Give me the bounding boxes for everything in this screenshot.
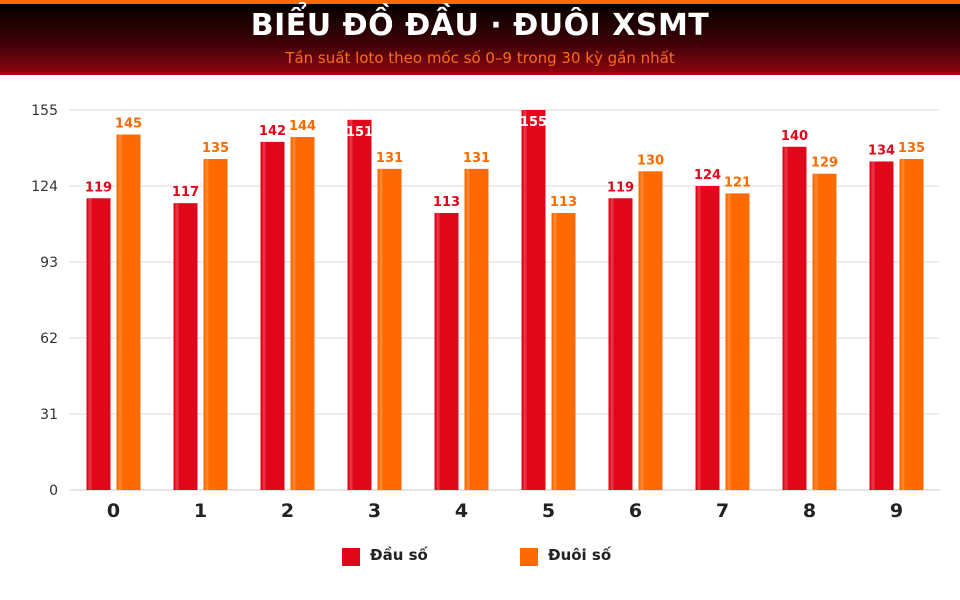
x-tick-label: 6 — [629, 500, 642, 522]
bar-duoi-3 — [377, 168, 402, 490]
bar-highlight — [118, 134, 122, 491]
chart-subtitle: Tần suất loto theo mốc số 0–9 trong 30 k… — [285, 49, 675, 67]
data-label-duoi: 113 — [550, 195, 577, 210]
data-label-dau: 113 — [433, 195, 460, 210]
data-label-duoi: 145 — [115, 117, 142, 132]
bar-dau-8 — [782, 146, 807, 490]
data-label-dau: 140 — [781, 129, 808, 144]
bar-highlight — [871, 161, 875, 490]
legend-label-dau: Đầu số — [370, 546, 428, 564]
bar-dau-9 — [869, 161, 894, 490]
chart-title: BIỂU ĐỒ ĐẦU · ĐUÔI XSMT — [250, 8, 710, 43]
x-tick-label: 7 — [716, 500, 729, 522]
y-tick-label: 62 — [40, 331, 58, 347]
bar-dau-3 — [347, 119, 372, 490]
bar-highlight — [262, 141, 266, 490]
bar-duoi-6 — [638, 171, 663, 490]
bar-dau-4 — [434, 212, 459, 490]
bar-highlight — [610, 198, 614, 491]
data-label-dau: 117 — [172, 185, 199, 200]
data-label-dau: 151 — [346, 125, 373, 140]
bar-dau-1 — [173, 203, 198, 490]
bar-highlight — [523, 110, 527, 490]
bar-highlight — [814, 173, 818, 490]
legend-swatch-duoi — [520, 548, 538, 566]
data-label-duoi: 131 — [463, 151, 490, 166]
bar-highlight — [205, 159, 209, 490]
data-label-dau: 119 — [85, 180, 112, 195]
data-label-dau: 119 — [607, 180, 634, 195]
bar-duoi-2 — [290, 136, 315, 490]
data-label-dau: 134 — [868, 143, 895, 158]
bar-duoi-4 — [464, 168, 489, 490]
x-tick-label: 2 — [281, 500, 294, 522]
bar-highlight — [292, 136, 296, 490]
data-label-dau: 142 — [259, 124, 286, 139]
x-tick-label: 1 — [194, 500, 207, 522]
bar-highlight — [727, 193, 731, 490]
legend-label-duoi: Đuôi số — [548, 546, 612, 564]
y-tick-label: 31 — [40, 407, 58, 423]
chart-legend: Đầu số Đuôi số — [0, 546, 960, 566]
y-tick-label: 155 — [31, 103, 58, 119]
data-label-duoi: 130 — [637, 153, 664, 168]
bar-highlight — [553, 212, 557, 490]
data-label-duoi: 144 — [289, 119, 316, 134]
chart-header: BIỂU ĐỒ ĐẦU · ĐUÔI XSMT Tần suất loto th… — [0, 0, 960, 75]
bar-duoi-1 — [203, 159, 228, 490]
data-label-dau: 124 — [694, 168, 721, 183]
x-tick-label: 4 — [455, 500, 468, 522]
data-label-duoi: 129 — [811, 156, 838, 171]
bar-duoi-0 — [116, 134, 141, 491]
data-label-duoi: 121 — [724, 175, 751, 190]
x-tick-label: 3 — [368, 500, 381, 522]
bar-duoi-8 — [812, 173, 837, 490]
bar-dau-2 — [260, 141, 285, 490]
bar-highlight — [379, 168, 383, 490]
bar-highlight — [175, 203, 179, 490]
bar-highlight — [784, 146, 788, 490]
bar-duoi-5 — [551, 212, 576, 490]
x-tick-label: 0 — [107, 500, 120, 522]
bar-dau-7 — [695, 186, 720, 490]
data-label-dau: 155 — [520, 115, 547, 130]
bar-highlight — [697, 186, 701, 490]
bar-highlight — [88, 198, 92, 491]
bar-highlight — [901, 159, 905, 490]
bar-duoi-9 — [899, 159, 924, 490]
bar-duoi-7 — [725, 193, 750, 490]
y-tick-label: 124 — [31, 179, 58, 195]
data-label-duoi: 131 — [376, 151, 403, 166]
x-tick-label: 5 — [542, 500, 555, 522]
legend-swatch-dau — [342, 548, 360, 566]
bar-highlight — [466, 168, 470, 490]
x-tick-label: 8 — [803, 500, 816, 522]
bar-dau-0 — [86, 198, 111, 491]
bar-dau-5 — [521, 110, 546, 490]
x-tick-label: 9 — [890, 500, 903, 522]
data-label-duoi: 135 — [898, 141, 925, 156]
bar-highlight — [436, 212, 440, 490]
bar-dau-6 — [608, 198, 633, 491]
y-tick-label: 93 — [40, 255, 58, 271]
y-tick-label: 0 — [49, 483, 58, 499]
bar-highlight — [349, 119, 353, 490]
data-label-duoi: 135 — [202, 141, 229, 156]
bar-highlight — [640, 171, 644, 490]
